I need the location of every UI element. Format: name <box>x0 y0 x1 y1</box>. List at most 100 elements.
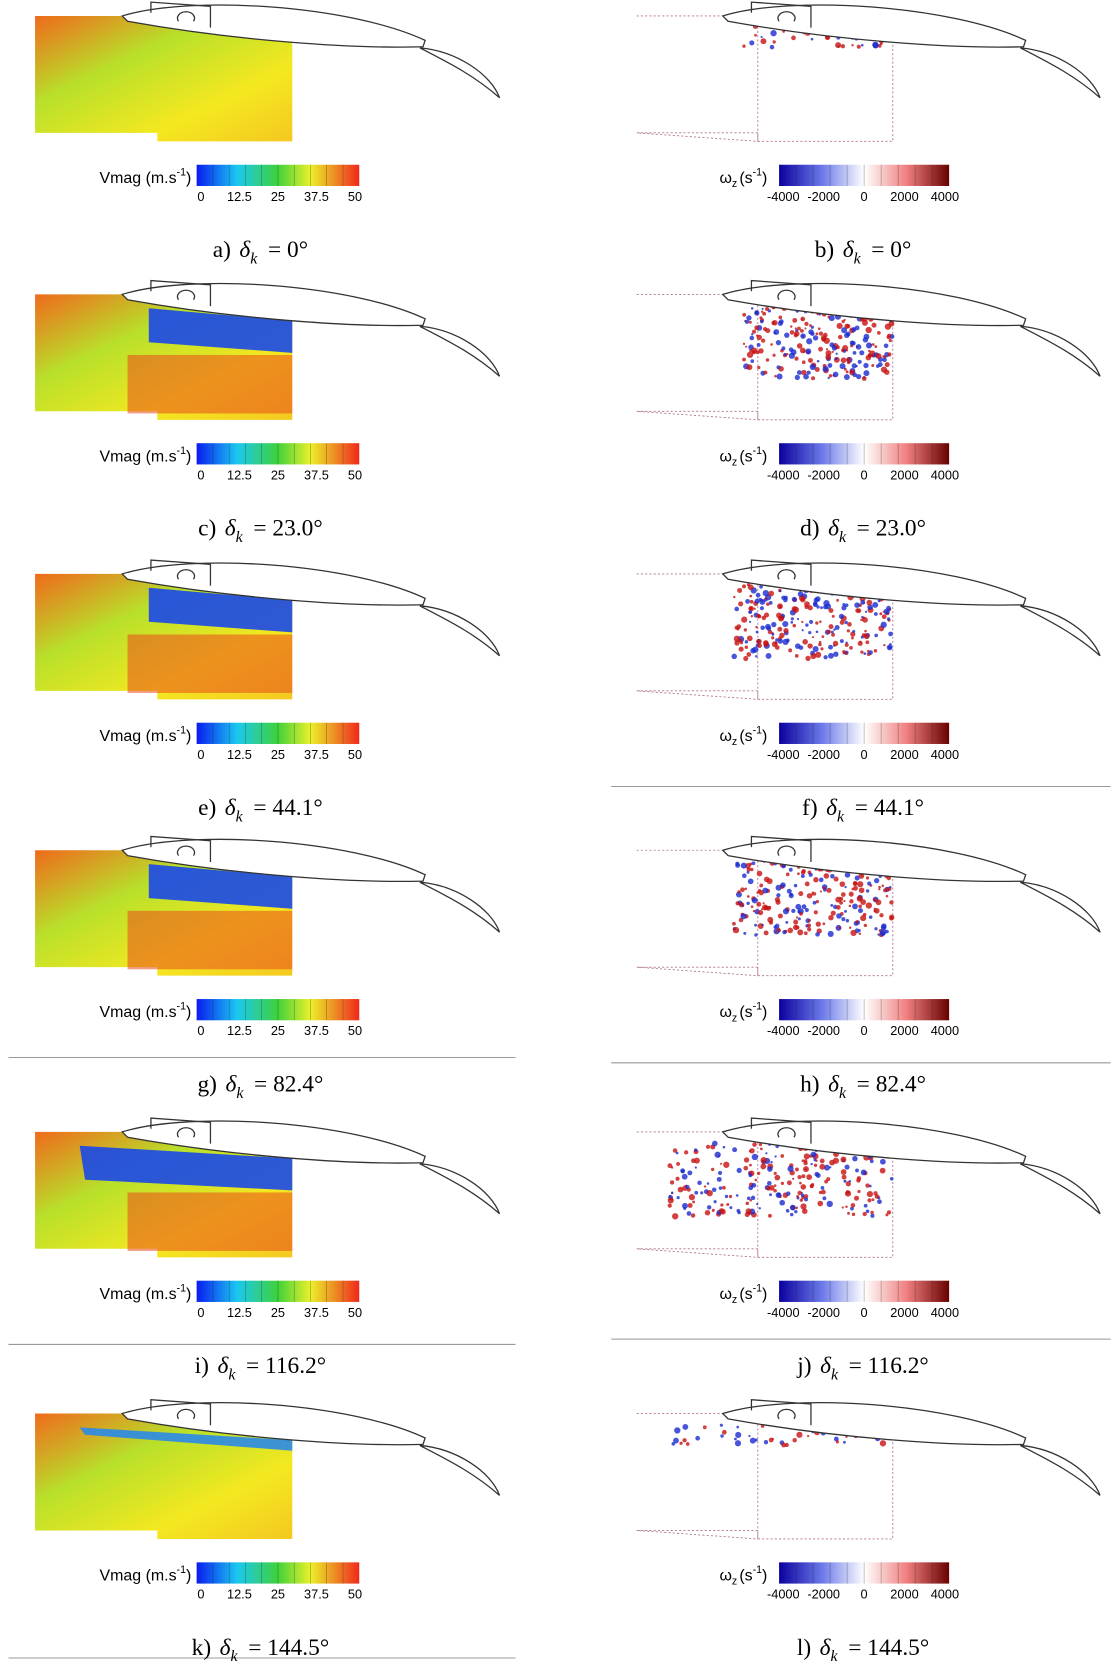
vorticity-spot <box>876 364 880 368</box>
colorbar-tick-label: 12.5 <box>227 747 252 762</box>
caption-value: = 82.4° <box>857 1072 926 1098</box>
velocity-panel: Vmag (m.s-1)012.52537.550a)δk= 0° <box>35 2 499 267</box>
vorticity-spot <box>890 1177 894 1181</box>
vorticity-spot <box>854 602 860 608</box>
vorticity-spot <box>864 924 867 927</box>
vorticity-spot <box>794 884 797 887</box>
colorbar-label-subscript: z <box>732 457 737 469</box>
vorticity-spot <box>814 1172 819 1177</box>
colorbar-label: ωz(s-1) <box>719 1282 767 1306</box>
vorticity-spot <box>836 345 840 349</box>
vorticity-spot <box>732 1147 737 1152</box>
caption: b)δk= 0° <box>815 237 912 267</box>
vorticity-spot <box>694 1158 700 1164</box>
vorticity-spot <box>774 1155 776 1157</box>
vorticity-spot <box>851 327 856 332</box>
caption-value: = 44.1° <box>855 795 924 821</box>
colorbar-tick-label: 37.5 <box>304 467 329 482</box>
vorticity-spot <box>792 1438 797 1443</box>
caption-subscript: k <box>839 529 847 546</box>
caption: g)δk= 82.4° <box>197 1072 323 1102</box>
vorticity-spot <box>847 622 852 627</box>
caption-value: = 0° <box>871 237 911 263</box>
vorticity-spot <box>823 605 827 609</box>
vorticity-spot <box>670 1180 674 1184</box>
vorticity-spot <box>833 652 838 657</box>
colorbar-tick-label: 0 <box>197 467 204 482</box>
caption-letter: g) <box>197 1072 216 1098</box>
vorticity-spot <box>719 1208 724 1213</box>
vorticity-spot <box>779 1200 785 1206</box>
vorticity-spot <box>797 1191 801 1195</box>
vorticity-spot <box>805 656 810 661</box>
colorbar-tick-label: 12.5 <box>227 1586 252 1601</box>
airfoil-main <box>723 1121 1026 1163</box>
vorticity-spot <box>802 639 808 645</box>
vorticity-spot <box>668 1203 672 1207</box>
vorticity-spot <box>852 630 855 633</box>
vorticity-spot <box>808 631 811 634</box>
vorticity-spot <box>782 930 786 934</box>
vorticity-spot <box>801 319 803 321</box>
vorticity-spot <box>879 612 882 615</box>
vorticity-spot <box>821 1186 825 1190</box>
airfoil-flap <box>1020 326 1100 376</box>
colorbar-tick-label: 0 <box>861 1586 868 1601</box>
vorticity-spot <box>782 621 788 627</box>
vorticity-spot <box>866 902 872 908</box>
vorticity-spot <box>745 599 750 604</box>
vorticity-spot <box>754 34 757 37</box>
vorticity-spot <box>765 328 770 333</box>
colorbar-label-subscript: z <box>732 1012 737 1024</box>
vorticity-spot <box>767 878 773 884</box>
caption-letter: a) <box>213 237 231 263</box>
vorticity-spot <box>806 1174 812 1180</box>
vorticity-spot <box>798 891 803 896</box>
vorticity-spot <box>688 1203 693 1208</box>
vorticity-spot <box>861 44 864 47</box>
vorticity-spot <box>821 337 826 342</box>
vorticity-spot <box>798 917 801 920</box>
vorticity-spot <box>712 1141 718 1147</box>
colorbar-label-unit: (s <box>739 1004 752 1021</box>
colorbar-label-exponent: -1 <box>753 1282 763 1294</box>
vorticity-spot <box>795 1207 798 1210</box>
vorticity-spot <box>673 1438 679 1444</box>
caption-letter: b) <box>815 237 834 263</box>
colorbar-tick-label: -2000 <box>807 189 840 204</box>
colorbar-tick-label: 12.5 <box>227 1023 252 1038</box>
vorticity-spot <box>755 310 759 314</box>
vorticity-spot <box>742 584 746 588</box>
vorticity-spot <box>736 1194 739 1197</box>
vorticity-spot <box>687 1170 692 1175</box>
vorticity-spot <box>859 887 865 893</box>
airfoil-flap <box>420 1445 500 1495</box>
vorticity-spot <box>841 892 846 897</box>
vorticity-spot <box>808 919 811 922</box>
vorticity-spot <box>735 1440 741 1446</box>
colorbar-label-exponent: -1 <box>753 1564 763 1576</box>
vorticity-spot <box>874 927 877 930</box>
vorticity-spot <box>712 1188 716 1192</box>
vorticity-spot <box>828 931 834 937</box>
vorticity-spot <box>764 371 768 375</box>
vorticity-spot <box>840 363 846 369</box>
vorticity-spot <box>746 652 751 657</box>
vorticity-spot <box>749 595 752 598</box>
vorticity-spot <box>788 648 792 652</box>
vorticity-spot <box>849 905 852 908</box>
vorticity-spot <box>740 887 745 892</box>
caption-letter: e) <box>198 795 216 821</box>
colorbar-tick-label: 0 <box>861 467 868 482</box>
vorticity-panel: ωz(s-1)-4000-2000020004000j)δk= 116.2° <box>637 1118 1100 1383</box>
vorticity-spot <box>751 333 753 335</box>
airfoil-main <box>723 5 1026 47</box>
vorticity-spot <box>863 370 869 376</box>
vorticity-spot <box>761 36 763 38</box>
vorticity-spot <box>846 324 850 328</box>
vorticity-spot <box>863 602 865 604</box>
vorticity-spot <box>847 1212 850 1215</box>
vorticity-spot <box>842 1175 847 1180</box>
colorbar-tick-label: 0 <box>861 1305 868 1320</box>
vorticity-spot <box>845 1190 851 1196</box>
